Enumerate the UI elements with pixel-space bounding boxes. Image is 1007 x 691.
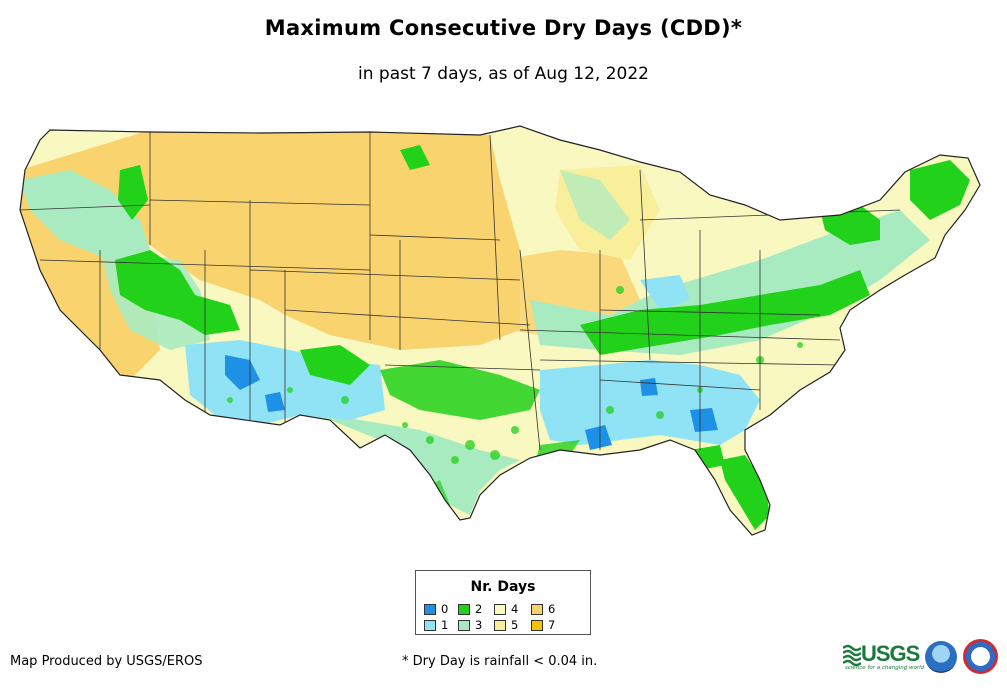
nws-logo	[963, 639, 998, 674]
legend-label: 0	[441, 602, 449, 616]
usgs-logo-text: USGS	[861, 641, 920, 666]
legend-label: 5	[511, 618, 519, 632]
legend-label: 7	[548, 618, 556, 632]
dry-days-layer	[20, 126, 980, 535]
legend-label: 2	[475, 602, 483, 616]
legend-swatch	[494, 619, 506, 631]
map-title: Maximum Consecutive Dry Days (CDD)*	[264, 16, 743, 40]
produced-by-text: Map Produced by USGS/EROS	[10, 654, 203, 669]
legend-title: Nr. Days	[470, 579, 536, 595]
legend-label: 6	[548, 602, 556, 616]
legend-swatch	[424, 619, 436, 631]
legend-swatch	[458, 619, 470, 631]
us-map-svg	[19, 125, 981, 536]
legend-label: 1	[441, 618, 449, 632]
legend-item-0: 0	[424, 602, 448, 616]
legend-swatch	[531, 603, 543, 615]
legend-swatch	[458, 603, 470, 615]
us-map	[0, 110, 1007, 550]
us-outline	[19, 125, 981, 536]
legend-label: 3	[475, 618, 483, 632]
map-subtitle: in past 7 days, as of Aug 12, 2022	[358, 64, 649, 84]
legend-item-1: 1	[424, 618, 448, 632]
legend-item-7: 7	[531, 618, 555, 632]
usgs-logo: USGS science for a changing world	[843, 641, 924, 671]
usgs-tagline: science for a changing world	[845, 665, 925, 671]
legend-item-5: 5	[494, 618, 518, 632]
usgs-wave-icon	[843, 644, 861, 666]
legend-item-3: 3	[458, 618, 482, 632]
legend-swatch	[494, 603, 506, 615]
legend-item-4: 4	[494, 602, 518, 616]
legend-swatch	[424, 603, 436, 615]
legend: Nr. Days 0 1 2 3 4 5 6 7	[415, 570, 591, 635]
noaa-logo	[925, 641, 957, 673]
legend-swatch	[531, 619, 543, 631]
footnote-text: * Dry Day is rainfall < 0.04 in.	[402, 654, 598, 669]
legend-item-2: 2	[458, 602, 482, 616]
legend-item-6: 6	[531, 602, 555, 616]
legend-label: 4	[511, 602, 519, 616]
